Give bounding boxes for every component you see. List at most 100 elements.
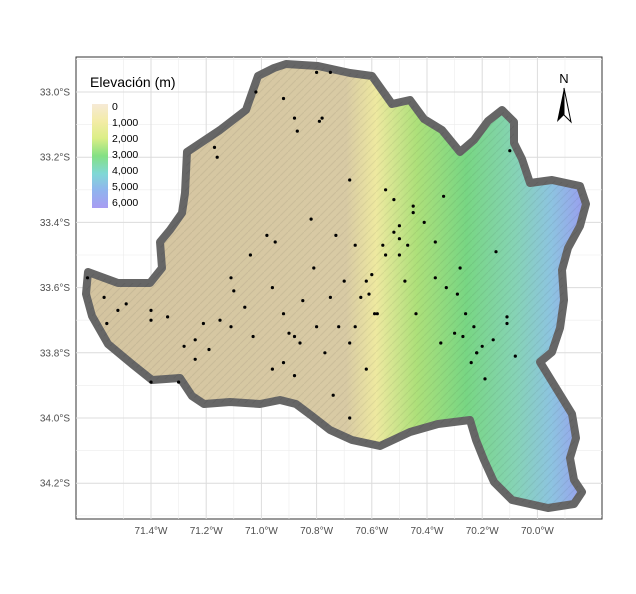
station-point <box>102 295 106 299</box>
station-point <box>116 308 120 312</box>
station-point <box>218 318 222 322</box>
station-point <box>397 237 401 241</box>
legend: Elevación (m) 0 1,000 2,000 3,000 4,000 5,000… <box>90 74 176 209</box>
station-point <box>359 295 363 299</box>
station-point <box>215 155 219 159</box>
x-tick-label: 71.0°W <box>245 526 278 537</box>
station-point <box>480 344 484 348</box>
station-point <box>229 276 233 280</box>
y-tick-label: 34.0°S <box>40 414 70 425</box>
y-axis-ticks: 33.0°S 33.2°S 33.4°S 33.6°S 33.8°S 34.0°S 34.2… <box>40 88 70 490</box>
station-point <box>295 129 299 133</box>
station-point <box>251 334 255 339</box>
x-tick-label: 71.2°W <box>190 526 223 537</box>
station-point <box>403 279 407 283</box>
north-arrow: N <box>557 71 572 124</box>
legend-entry-label: 6,000 <box>112 197 138 209</box>
region-shape <box>82 60 590 512</box>
legend-entry-label: 3,000 <box>112 149 138 161</box>
station-point <box>364 367 368 371</box>
station-point <box>392 230 396 234</box>
station-point <box>373 312 377 316</box>
station-point <box>472 325 476 329</box>
station-point <box>433 240 437 244</box>
station-point <box>232 289 236 293</box>
station-point <box>483 377 487 381</box>
station-point <box>177 380 181 384</box>
x-tick-label: 71.4°W <box>135 526 168 537</box>
station-point <box>475 351 479 355</box>
station-point <box>411 211 415 215</box>
y-tick-label: 33.2°S <box>40 153 70 164</box>
y-tick-label: 33.6°S <box>40 283 70 294</box>
station-point <box>328 295 332 299</box>
station-point <box>439 341 443 345</box>
station-point <box>149 318 153 322</box>
station-point <box>243 305 247 309</box>
station-point <box>292 374 297 378</box>
legend-title: Elevación (m) <box>90 74 176 90</box>
station-point <box>270 286 274 290</box>
y-tick-label: 33.8°S <box>40 348 70 359</box>
station-point <box>281 312 286 316</box>
station-point <box>397 253 401 257</box>
station-point <box>273 240 277 244</box>
station-point <box>381 243 385 247</box>
legend-labels: 0 1,000 2,000 3,000 4,000 5,000 6,000 <box>112 101 138 209</box>
station-point <box>384 253 388 257</box>
station-point <box>505 321 509 326</box>
x-tick-label: 70.6°W <box>355 526 388 537</box>
station-point <box>309 217 313 221</box>
station-point <box>494 250 498 254</box>
x-tick-label: 70.4°W <box>411 526 444 537</box>
station-point <box>342 279 346 283</box>
station-point <box>298 341 302 345</box>
legend-entry-label: 1,000 <box>112 117 138 129</box>
x-axis-ticks: 71.4°W 71.2°W 71.0°W 70.8°W 70.6°W 70.4°W 70.2… <box>135 526 555 537</box>
y-tick-label: 33.4°S <box>40 218 70 229</box>
station-point <box>513 354 517 358</box>
station-point <box>193 357 197 361</box>
y-tick-label: 33.0°S <box>40 88 70 99</box>
station-point <box>334 233 338 237</box>
station-point <box>315 325 319 329</box>
station-point <box>364 279 368 283</box>
station-points <box>85 70 517 420</box>
station-point <box>397 224 401 228</box>
station-point <box>414 312 418 316</box>
y-tick-label: 34.2°S <box>40 479 70 490</box>
north-label: N <box>559 71 568 86</box>
station-point <box>453 331 457 335</box>
station-point <box>315 70 319 74</box>
station-point <box>444 286 448 290</box>
north-arrow-icon <box>557 87 572 124</box>
station-point <box>301 299 305 303</box>
station-point <box>212 145 217 149</box>
station-point <box>406 243 410 247</box>
station-point <box>367 292 371 296</box>
station-point <box>312 266 316 270</box>
station-point <box>505 315 509 319</box>
x-tick-label: 70.0°W <box>521 526 554 537</box>
station-point <box>348 416 352 420</box>
station-point <box>149 380 153 384</box>
station-point <box>149 308 153 312</box>
station-point <box>433 276 437 280</box>
station-point <box>85 276 90 280</box>
station-point <box>348 178 352 182</box>
station-point <box>331 393 335 397</box>
legend-entry-label: 0 <box>112 101 118 113</box>
station-point <box>328 70 332 74</box>
station-point <box>348 341 352 345</box>
station-point <box>201 321 205 326</box>
station-point <box>422 220 426 224</box>
station-point <box>353 325 357 329</box>
station-point <box>229 325 233 329</box>
station-point <box>458 266 462 270</box>
station-point <box>193 338 197 342</box>
station-point <box>292 334 297 339</box>
station-point <box>124 302 128 306</box>
station-point <box>182 344 186 348</box>
station-point <box>442 194 446 198</box>
